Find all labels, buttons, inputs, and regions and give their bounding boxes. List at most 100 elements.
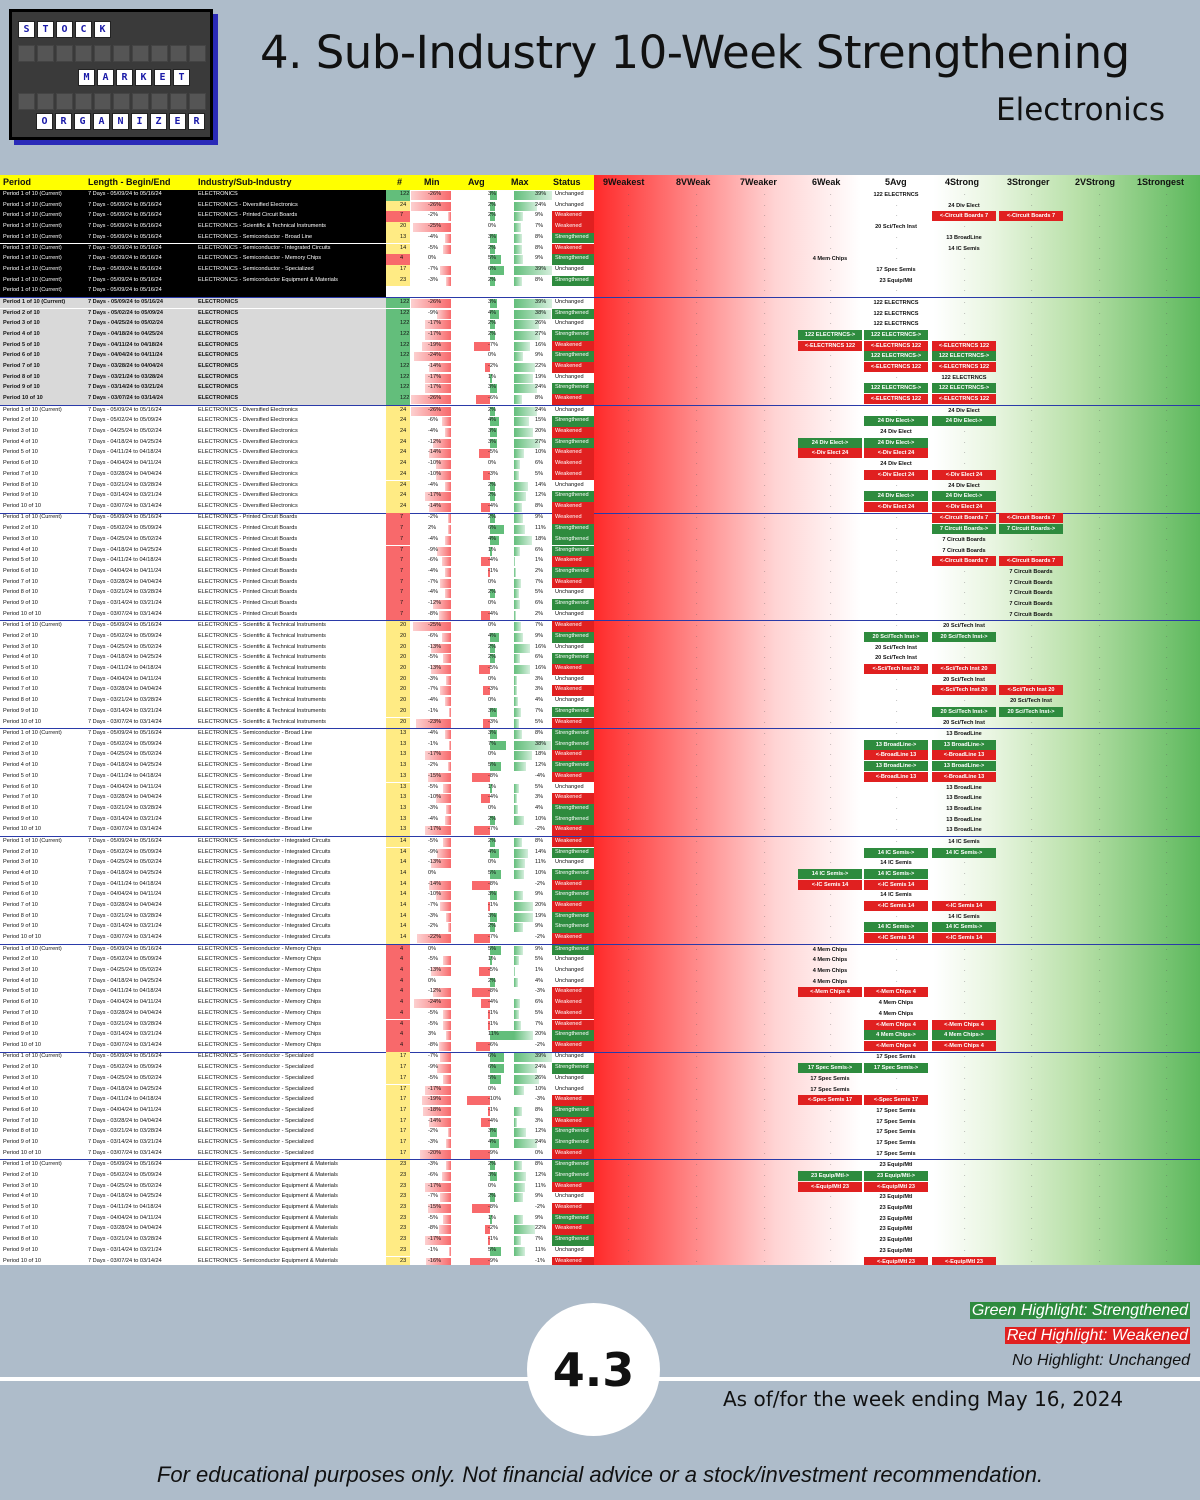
min-cell: -22%	[428, 934, 442, 941]
count-cell-background	[386, 1127, 410, 1138]
table-row: Period 7 of 10 7 Days - 03/28/24 to 04/04…	[0, 1116, 1200, 1128]
length-cell: 7 Days - 03/07/24 to 03/14/24	[88, 502, 162, 509]
min-value-bar	[411, 191, 451, 200]
count-cell-background	[386, 232, 410, 244]
period-cell: Period 2 of 10	[3, 956, 38, 963]
avg-value-bar	[490, 525, 504, 535]
count-cell: 7	[400, 535, 404, 542]
grid-dot: .	[830, 535, 832, 542]
min-cell: -5%	[428, 956, 438, 963]
grid-dot: .	[628, 470, 630, 477]
max-cell: 0%	[535, 1149, 544, 1156]
grid-dot: .	[696, 1128, 698, 1135]
max-value-bar	[514, 1193, 523, 1203]
min-cell: -8%	[428, 1041, 438, 1048]
strength-label: 24 Div Elect->	[798, 437, 862, 448]
grid-dot: .	[964, 999, 966, 1006]
status-cell-background	[552, 362, 594, 373]
period-cell: Period 4 of 10	[3, 654, 38, 661]
avg-value-bar	[490, 417, 500, 427]
grid-dot: .	[1166, 330, 1168, 337]
grid-dot: .	[1166, 1214, 1168, 1221]
avg-value-bar	[490, 730, 497, 739]
max-value-bar	[514, 1225, 536, 1235]
grid-dot: .	[1166, 298, 1168, 305]
avg-cell: 1%	[488, 783, 497, 790]
count-cell-background	[386, 901, 410, 912]
count-cell-background	[386, 858, 410, 869]
status-cell: Weakened	[555, 686, 582, 693]
grid-dot: .	[628, 632, 630, 639]
grid-dot: .	[628, 428, 630, 434]
strength-label: 122 ELECTRNCS->	[864, 329, 928, 340]
grid-dot: .	[696, 826, 698, 833]
strength-label: 7 Circuit Boards	[942, 547, 986, 554]
avg-value-bar	[490, 923, 495, 933]
min-cell: -15%	[428, 772, 442, 779]
grid-dot: .	[628, 718, 630, 725]
min-value-bar	[443, 654, 451, 664]
avg-cell: -10%	[488, 1096, 502, 1103]
grid-dot: .	[1166, 384, 1168, 391]
grid-dot: .	[1099, 1053, 1101, 1060]
grid-dot: .	[896, 557, 898, 564]
grid-dot: .	[696, 686, 698, 693]
count-cell-background	[386, 771, 410, 783]
logo-letter-cell: T	[37, 21, 54, 38]
grid-dot: .	[1031, 977, 1033, 984]
status-cell: Weakened	[555, 665, 582, 671]
max-cell: 9%	[535, 352, 544, 359]
grid-dot: .	[1166, 632, 1168, 639]
avg-value-bar	[490, 428, 497, 437]
grid-dot: .	[628, 859, 630, 866]
grid-dot: .	[1099, 977, 1101, 984]
avg-cell: 4%	[488, 417, 497, 424]
grid-dot: .	[1099, 191, 1101, 197]
status-cell: Weakened	[555, 622, 582, 629]
grid-dot: .	[964, 1085, 966, 1092]
max-cell: 7%	[535, 1236, 544, 1243]
count-cell: 23	[400, 276, 407, 283]
length-cell: 7 Days - 04/25/24 to 05/02/24	[88, 535, 162, 542]
avg-cell: -3%	[488, 470, 498, 477]
grid-dot: .	[1099, 1074, 1101, 1081]
grid-dot: .	[1031, 697, 1033, 704]
period-cell: Period 6 of 10	[3, 999, 38, 1006]
avg-value-bar	[474, 341, 490, 351]
grid-dot: .	[1099, 502, 1101, 509]
table-row: Period 9 of 10 7 Days - 03/14/24 to 03/21…	[0, 922, 1200, 934]
avg-value-bar	[490, 1031, 515, 1041]
avg-value-bar	[471, 1204, 490, 1213]
max-cell: -4%	[535, 772, 545, 779]
min-cell: -3%	[428, 276, 438, 283]
length-cell: 7 Days - 04/18/24 to 04/25/24	[88, 438, 162, 445]
strength-label: 23 Equip/Mtl	[879, 1247, 913, 1254]
grid-dot: .	[1099, 373, 1101, 380]
count-cell-background	[386, 448, 410, 460]
min-cell: -4%	[428, 589, 438, 596]
grid-dot: .	[1099, 1171, 1101, 1178]
min-cell: -9%	[428, 1064, 438, 1071]
grid-dot: .	[1031, 1041, 1033, 1048]
industry-cell: ELECTRONICS - Printed Circuit Boards	[198, 546, 298, 553]
grid-dot: .	[896, 1193, 898, 1200]
avg-value-bar	[469, 1149, 490, 1159]
min-value-bar	[443, 1214, 451, 1224]
table-row: Period 1 of 10 (Current) 7 Days - 05/09/2…	[0, 405, 1200, 417]
count-cell-background	[386, 383, 410, 395]
strength-label: <-Sci/Tech Inst 20	[932, 685, 996, 696]
avg-cell: 0%	[488, 600, 497, 606]
grid-dot: .	[696, 1009, 698, 1016]
table-row: Period 1 of 10 (Current) 7 Days - 05/09/2…	[0, 190, 1200, 201]
max-value-bar	[514, 665, 530, 674]
length-cell: 7 Days - 03/07/24 to 03/14/24	[88, 395, 163, 402]
min-cell: -14%	[428, 449, 442, 456]
min-value-bar	[420, 1149, 451, 1159]
strength-label: 20 Sci/Tech Inst->	[999, 706, 1063, 717]
grid-dot: .	[1166, 201, 1168, 208]
min-cell: -1%	[428, 1246, 438, 1253]
strength-label: 17 Spec Semis->	[864, 1063, 928, 1074]
max-cell: 12%	[535, 762, 547, 769]
strength-label: <-Circuit Boards 7	[932, 211, 996, 222]
grid-dot: .	[1099, 384, 1101, 391]
